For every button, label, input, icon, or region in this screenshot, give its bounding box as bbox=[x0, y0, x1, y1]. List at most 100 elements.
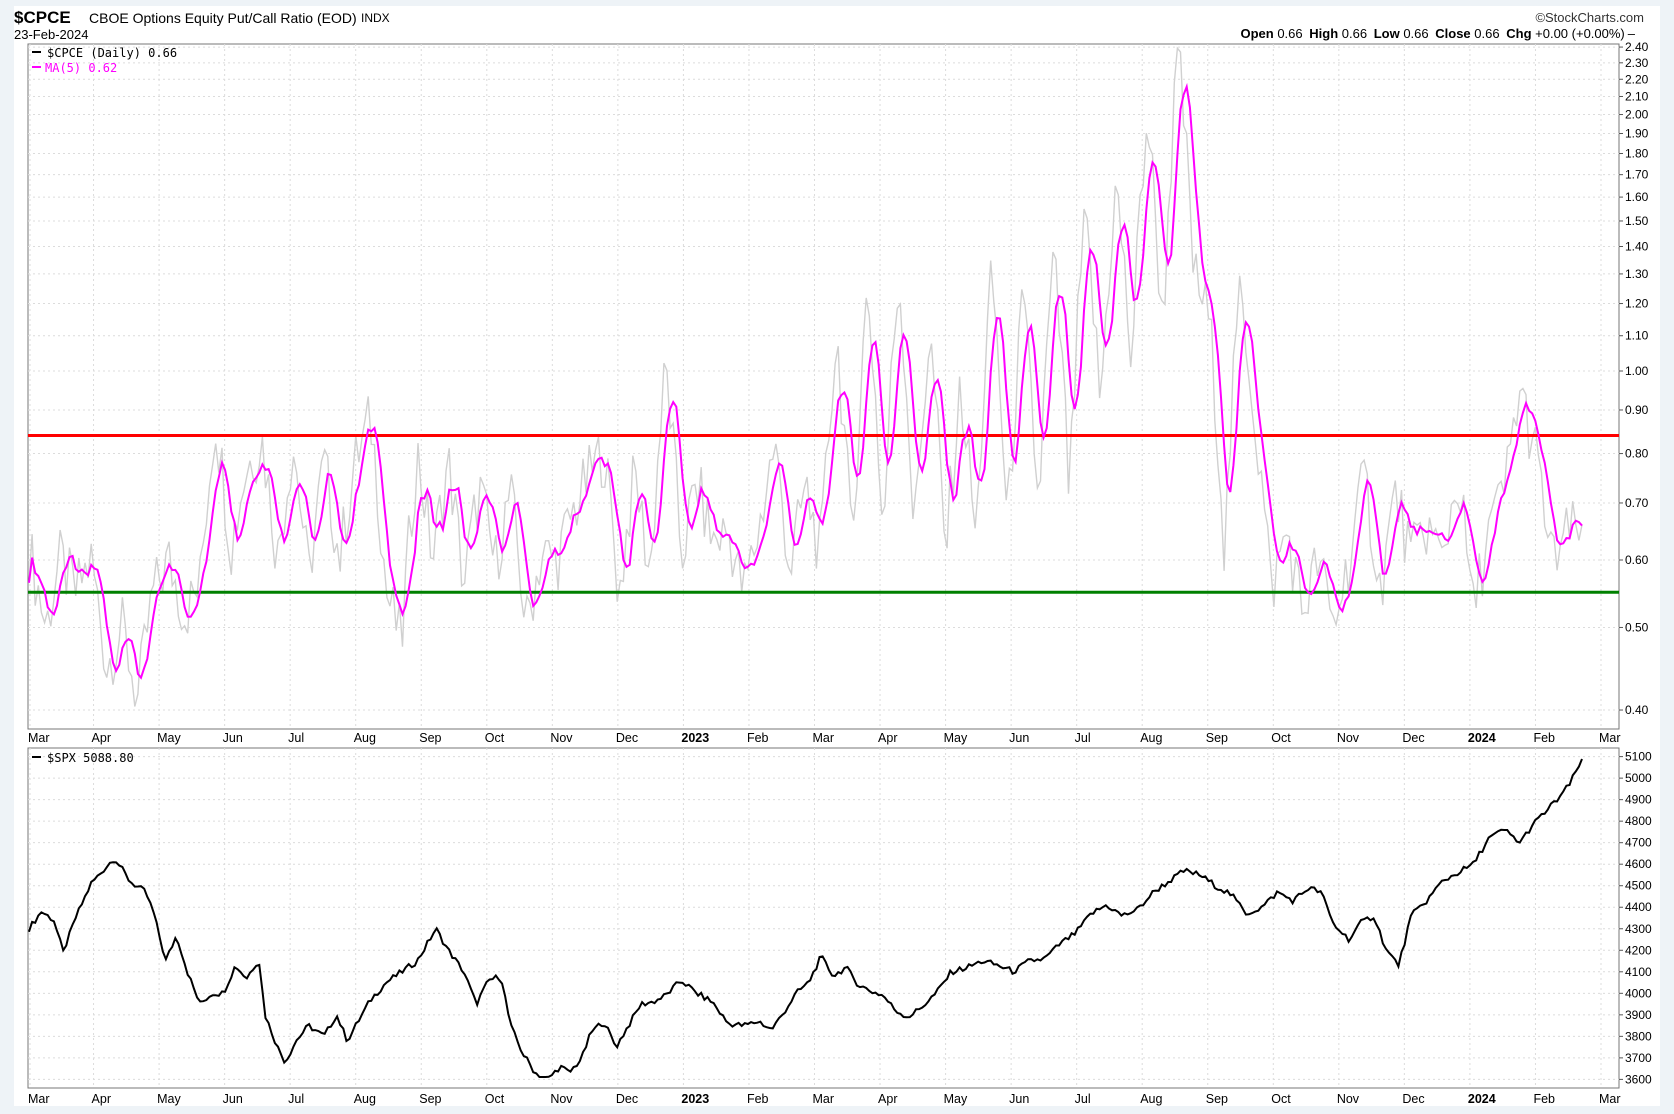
spx-x-tick-label: 2023 bbox=[681, 1092, 709, 1106]
cpce-x-tick-label: Oct bbox=[485, 731, 505, 745]
cpce-y-tick-label: 1.40 bbox=[1625, 239, 1649, 253]
spx-y-tick-label: 4700 bbox=[1625, 836, 1652, 850]
low-value: 0.66 bbox=[1403, 26, 1429, 41]
open-value: 0.66 bbox=[1277, 26, 1303, 41]
spx-x-tick-label: Mar bbox=[813, 1092, 835, 1106]
chart-symbol: $CPCE bbox=[14, 8, 71, 27]
spx-x-tick-label: Sep bbox=[419, 1092, 441, 1106]
spx-x-tick-label: Nov bbox=[550, 1092, 573, 1106]
spx-y-tick-label: 3600 bbox=[1625, 1072, 1652, 1086]
cpce-x-tick-label: 2024 bbox=[1468, 731, 1496, 745]
spx-y-tick-label: 4900 bbox=[1625, 793, 1652, 807]
spx-x-tick-label: Oct bbox=[485, 1092, 505, 1106]
cpce-x-tick-label: Oct bbox=[1271, 731, 1291, 745]
cpce-y-tick-label: 2.00 bbox=[1625, 108, 1649, 122]
cpce-x-tick-label: Feb bbox=[747, 731, 769, 745]
cpce-y-tick-label: 0.90 bbox=[1625, 403, 1649, 417]
spx-x-tick-label: Apr bbox=[92, 1092, 111, 1106]
cpce-legend-label: $CPCE (Daily) 0.66 bbox=[47, 46, 177, 60]
cpce-x-tick-label: 2023 bbox=[681, 731, 709, 745]
cpce-y-tick-label: 0.40 bbox=[1625, 703, 1649, 717]
stockcharts-watermark: ©StockCharts.com bbox=[1535, 10, 1644, 25]
spx-legend-label: $SPX 5088.80 bbox=[47, 751, 134, 765]
cpce-x-tick-label: Nov bbox=[550, 731, 573, 745]
cpce-y-tick-label: 2.10 bbox=[1625, 89, 1649, 103]
cpce-x-tick-label: Nov bbox=[1337, 731, 1360, 745]
spx-x-tick-label: Jul bbox=[1075, 1092, 1091, 1106]
open-label: Open bbox=[1240, 26, 1274, 41]
cpce-x-tick-label: Apr bbox=[92, 731, 111, 745]
spx-x-tick-label: Feb bbox=[747, 1092, 769, 1106]
spx-x-tick-label: Apr bbox=[878, 1092, 897, 1106]
cpce-x-tick-label: Aug bbox=[1140, 731, 1162, 745]
spx-x-tick-label: Sep bbox=[1206, 1092, 1228, 1106]
cpce-y-tick-label: 0.70 bbox=[1625, 496, 1649, 510]
cpce-y-tick-label: 1.10 bbox=[1625, 329, 1649, 343]
cpce-y-tick-label: 1.20 bbox=[1625, 297, 1649, 311]
spx-x-tick-label: Jun bbox=[223, 1092, 243, 1106]
cpce-x-tick-label: Jun bbox=[1009, 731, 1029, 745]
close-value: 0.66 bbox=[1474, 26, 1500, 41]
spx-x-tick-label: Feb bbox=[1533, 1092, 1555, 1106]
cpce-x-tick-label: Dec bbox=[1402, 731, 1424, 745]
spx-x-tick-label: 2024 bbox=[1468, 1092, 1496, 1106]
spx-y-tick-label: 4500 bbox=[1625, 879, 1652, 893]
spx-line bbox=[28, 758, 1583, 1078]
cpce-panel-border bbox=[27, 43, 1620, 730]
spx-x-tick-label: Nov bbox=[1337, 1092, 1360, 1106]
cpce-y-tick-label: 2.30 bbox=[1625, 56, 1649, 70]
cpce-x-tick-label: Mar bbox=[813, 731, 835, 745]
cpce-y-tick-label: 1.50 bbox=[1625, 214, 1649, 228]
high-label: High bbox=[1309, 26, 1339, 41]
ohlc-readout: Open 0.66 High 0.66 Low 0.66 Close 0.66 … bbox=[1240, 26, 1638, 41]
spx-y-tick-label: 4400 bbox=[1625, 900, 1652, 914]
chg-label: Chg bbox=[1506, 26, 1532, 41]
spx-y-tick-label: 4300 bbox=[1625, 922, 1652, 936]
spx-x-tick-label: Oct bbox=[1271, 1092, 1291, 1106]
spx-x-tick-label: Aug bbox=[1140, 1092, 1162, 1106]
cpce-y-tick-label: 1.90 bbox=[1625, 127, 1649, 141]
cpce-y-tick-label: 1.70 bbox=[1625, 168, 1649, 182]
cpce-x-tick-label: Feb bbox=[1533, 731, 1555, 745]
chg-dash: – bbox=[1627, 26, 1635, 41]
cpce-x-tick-label: May bbox=[944, 731, 968, 745]
spx-x-tick-label: May bbox=[944, 1092, 968, 1106]
chart-date: 23-Feb-2024 bbox=[14, 27, 89, 42]
low-label: Low bbox=[1373, 26, 1400, 41]
cpce-x-tick-label: Apr bbox=[878, 731, 897, 745]
spx-y-tick-label: 4800 bbox=[1625, 814, 1652, 828]
cpce-daily-line bbox=[28, 46, 1583, 707]
spx-y-tick-label: 4100 bbox=[1625, 965, 1652, 979]
cpce-x-tick-label: Jul bbox=[1075, 731, 1091, 745]
cpce-x-tick-label: Sep bbox=[419, 731, 441, 745]
spx-y-tick-label: 5000 bbox=[1625, 771, 1652, 785]
spx-x-tick-label: Mar bbox=[28, 1092, 50, 1106]
cpce-y-tick-label: 0.50 bbox=[1625, 620, 1649, 634]
cpce-x-tick-label: May bbox=[157, 731, 181, 745]
ma5-line bbox=[28, 82, 1583, 680]
ma5-legend-label: MA(5) 0.62 bbox=[45, 61, 117, 75]
spx-y-tick-label: 5100 bbox=[1625, 750, 1652, 764]
cpce-x-tick-label: Dec bbox=[616, 731, 638, 745]
close-label: Close bbox=[1435, 26, 1471, 41]
spx-y-tick-label: 4000 bbox=[1625, 986, 1652, 1000]
cpce-x-tick-label: Mar bbox=[28, 731, 50, 745]
spx-y-tick-label: 4200 bbox=[1625, 943, 1652, 957]
cpce-y-tick-label: 2.20 bbox=[1625, 72, 1649, 86]
spx-x-tick-label: Aug bbox=[354, 1092, 376, 1106]
cpce-y-tick-label: 0.80 bbox=[1625, 447, 1649, 461]
chart-description: CBOE Options Equity Put/Call Ratio (EOD) bbox=[89, 10, 357, 26]
cpce-x-tick-label: Aug bbox=[354, 731, 376, 745]
spx-x-tick-label: Dec bbox=[616, 1092, 638, 1106]
cpce-x-tick-label: Jul bbox=[288, 731, 304, 745]
spx-x-tick-label: Jul bbox=[288, 1092, 304, 1106]
chg-value: +0.00 (+0.00%) bbox=[1535, 26, 1625, 41]
spx-y-tick-label: 4600 bbox=[1625, 857, 1652, 871]
cpce-y-tick-label: 0.60 bbox=[1625, 553, 1649, 567]
cpce-x-tick-label: Sep bbox=[1206, 731, 1228, 745]
cpce-y-tick-label: 1.80 bbox=[1625, 147, 1649, 161]
cpce-y-tick-label: 1.60 bbox=[1625, 190, 1649, 204]
cpce-y-tick-label: 1.00 bbox=[1625, 364, 1649, 378]
